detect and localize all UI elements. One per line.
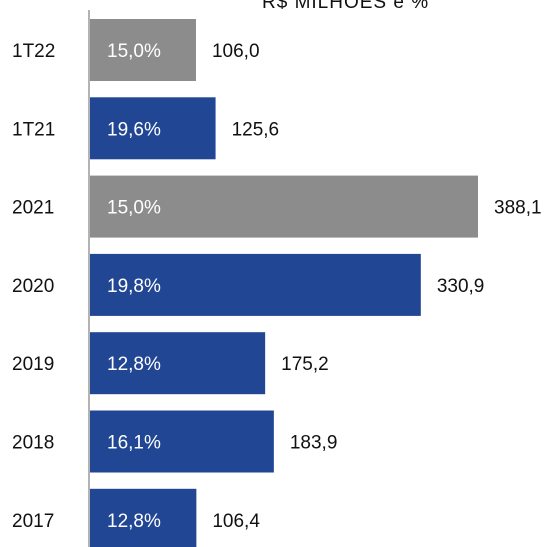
percent-label: 19,8%	[107, 276, 161, 297]
category-label: 2017	[12, 511, 54, 532]
bar-2018	[90, 410, 274, 473]
category-label: 1T22	[12, 41, 55, 62]
category-label: 2019	[12, 354, 54, 375]
bar-2020	[90, 253, 421, 316]
percent-label: 12,8%	[107, 354, 161, 375]
chart-marks: 1T22 15,0% 106,0 1T21 19,6% 125,6 2021 15,0% 388…	[12, 19, 542, 547]
percent-label: 16,1%	[107, 433, 161, 454]
chart-title-fragment: R$ MILHÕES e %	[262, 0, 429, 13]
value-label: 183,9	[290, 433, 338, 454]
category-label: 2020	[12, 276, 54, 297]
category-label: 2021	[12, 198, 54, 219]
bar-1t22	[90, 19, 196, 81]
bar-2017	[90, 488, 197, 547]
bar-1t21	[90, 97, 216, 160]
value-label: 106,4	[212, 511, 260, 532]
percent-label: 15,0%	[107, 41, 161, 62]
bar-2021	[90, 175, 478, 238]
value-label: 175,2	[281, 354, 329, 375]
value-label: 106,0	[212, 41, 260, 62]
category-label: 1T21	[12, 119, 55, 140]
value-label: 388,1	[494, 198, 542, 219]
percent-label: 19,6%	[107, 119, 161, 140]
percent-label: 15,0%	[107, 198, 161, 219]
bar-2019	[90, 332, 266, 395]
percent-label: 12,8%	[107, 511, 161, 532]
category-label: 2018	[12, 433, 54, 454]
value-label: 330,9	[437, 276, 485, 297]
value-label: 125,6	[232, 119, 280, 140]
